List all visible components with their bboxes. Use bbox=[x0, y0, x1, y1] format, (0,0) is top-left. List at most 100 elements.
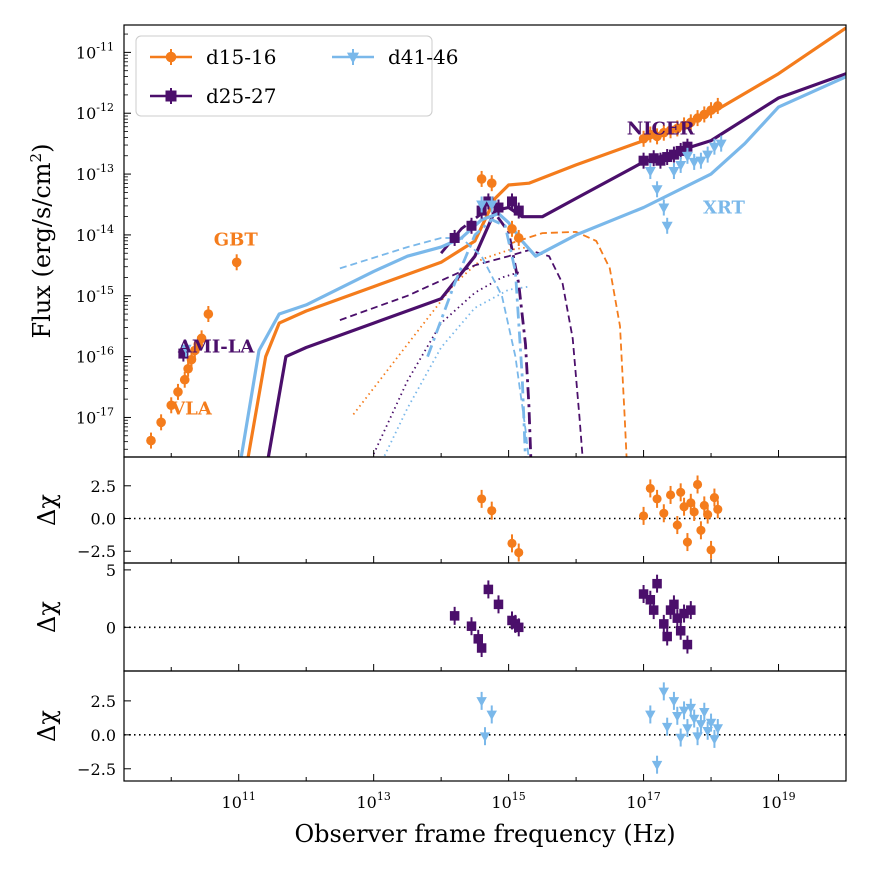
residual-panel-d41: 2.5 0.0 −2.5 Δχ bbox=[33, 670, 847, 782]
data-point bbox=[712, 101, 723, 111]
y-tick-label: 10-15 bbox=[76, 284, 114, 306]
data-point bbox=[703, 510, 713, 520]
y-tick-label: 10-14 bbox=[76, 223, 114, 245]
data-point bbox=[668, 167, 680, 178]
data-point bbox=[203, 309, 214, 319]
data-point bbox=[476, 174, 487, 184]
data-point bbox=[196, 333, 207, 344]
data-point bbox=[672, 712, 683, 722]
data-point bbox=[702, 150, 714, 161]
data-point bbox=[661, 221, 673, 232]
data-point bbox=[476, 200, 488, 211]
data-point bbox=[449, 232, 460, 243]
data-point bbox=[672, 520, 682, 530]
data-point bbox=[486, 710, 497, 721]
data-point bbox=[178, 348, 189, 359]
data-point bbox=[179, 374, 190, 385]
data-point bbox=[669, 599, 679, 610]
data-point bbox=[682, 724, 693, 734]
legend-label-d25: d25-27 bbox=[206, 84, 276, 108]
residual-y-label: Δχ bbox=[33, 710, 61, 742]
data-point bbox=[689, 507, 699, 517]
data-point bbox=[675, 145, 686, 156]
data-point bbox=[514, 547, 524, 558]
y-tick-label: 5 bbox=[106, 561, 116, 580]
data-point bbox=[659, 619, 669, 629]
annotation-ami-la: AMI-LA bbox=[177, 336, 255, 357]
x-axis-label: Observer frame frequency (Hz) bbox=[294, 820, 675, 848]
data-point bbox=[696, 525, 706, 535]
data-point bbox=[645, 483, 655, 493]
data-point bbox=[231, 257, 242, 268]
d41-model-dashdot bbox=[426, 218, 527, 457]
data-point bbox=[476, 643, 487, 653]
data-point bbox=[483, 584, 494, 595]
data-point bbox=[662, 631, 672, 642]
data-point bbox=[648, 605, 659, 615]
data-point bbox=[486, 178, 497, 188]
data-point bbox=[180, 344, 192, 355]
data-point bbox=[708, 142, 720, 153]
data-point bbox=[146, 435, 156, 446]
data-point bbox=[466, 220, 477, 231]
data-point bbox=[638, 155, 649, 166]
data-point bbox=[668, 149, 679, 160]
d15-model-dotted bbox=[352, 246, 530, 415]
y-axis-label: Flux (erg/s/cm2) bbox=[27, 144, 56, 339]
y-tick-label: 10-17 bbox=[76, 405, 114, 427]
residual-panel-d15: 2.5 0.0 −2.5 Δχ bbox=[33, 456, 847, 564]
data-point bbox=[662, 152, 673, 163]
data-point bbox=[695, 720, 707, 730]
d41-model-dotted bbox=[382, 285, 530, 457]
data-point bbox=[507, 224, 517, 234]
data-point bbox=[173, 387, 183, 397]
d25-model-dashed bbox=[339, 249, 584, 457]
data-point bbox=[476, 697, 487, 707]
data-point bbox=[699, 707, 710, 718]
data-point bbox=[466, 621, 477, 631]
data-point bbox=[688, 714, 700, 725]
data-point bbox=[645, 595, 656, 605]
y-tick-label: 10-12 bbox=[76, 101, 114, 123]
data-point bbox=[699, 500, 709, 510]
data-point bbox=[675, 160, 687, 171]
d25-model-dotted bbox=[372, 270, 523, 455]
data-point bbox=[655, 155, 666, 166]
data-point bbox=[686, 498, 696, 508]
data-point bbox=[346, 52, 360, 64]
sed-panel: GBT AMI-LA VLA NICER XRT 10-11 10-12 10-13 10-14… bbox=[27, 24, 847, 458]
data-point bbox=[477, 494, 487, 504]
data-point bbox=[681, 151, 693, 162]
data-point bbox=[661, 722, 673, 733]
data-point bbox=[682, 639, 693, 650]
data-point bbox=[709, 735, 720, 745]
y-tick-label: 2.5 bbox=[91, 692, 116, 711]
data-point bbox=[165, 51, 177, 63]
data-point bbox=[658, 203, 670, 214]
y-tick-label: 0.0 bbox=[91, 726, 116, 745]
data-point bbox=[676, 487, 686, 497]
data-point bbox=[493, 202, 504, 213]
residual-panel-d25: 5 0 Δχ bbox=[33, 561, 847, 672]
y-tick-label: 2.5 bbox=[91, 477, 116, 496]
data-point bbox=[473, 634, 484, 644]
data-point bbox=[513, 205, 524, 216]
residual-y-label: Δχ bbox=[33, 601, 61, 633]
data-point bbox=[686, 605, 696, 615]
residual-frame bbox=[123, 670, 847, 782]
x-tick-label: 1011 bbox=[222, 790, 256, 812]
d15-model-dashed bbox=[508, 231, 628, 457]
y-tick-label: 10-16 bbox=[76, 345, 114, 367]
data-point bbox=[487, 506, 497, 516]
data-point bbox=[507, 538, 517, 548]
data-point bbox=[639, 511, 649, 521]
x-tick-label: 1017 bbox=[626, 790, 660, 812]
data-point bbox=[675, 733, 686, 744]
y-tick-label: −2.5 bbox=[77, 760, 116, 779]
data-point bbox=[709, 493, 719, 503]
plot-area bbox=[146, 26, 846, 457]
data-point bbox=[652, 578, 662, 589]
data-point bbox=[638, 589, 649, 599]
data-point bbox=[679, 502, 689, 512]
